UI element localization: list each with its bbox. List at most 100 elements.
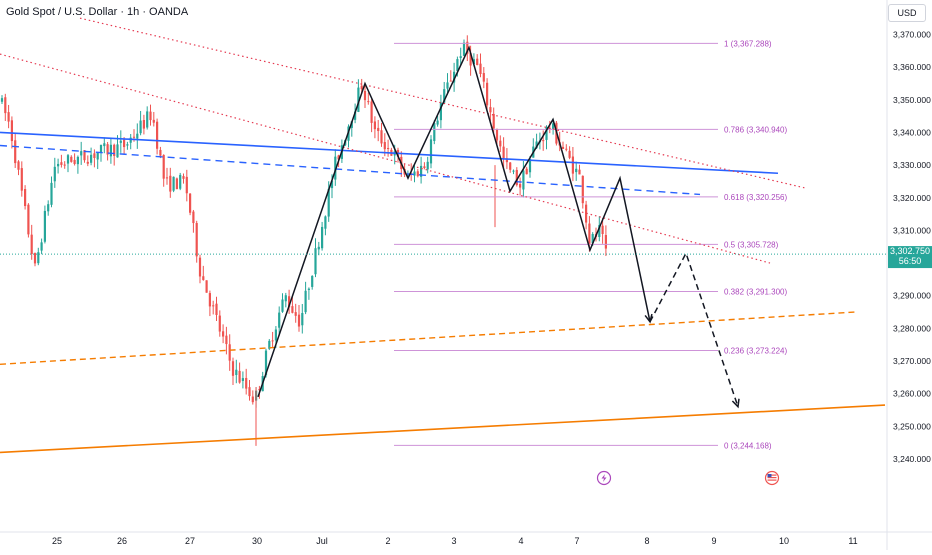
candle-body <box>370 101 373 123</box>
candle-body <box>380 130 383 144</box>
candle-body <box>0 98 4 102</box>
candle-body <box>459 56 462 59</box>
candle-body <box>525 168 528 175</box>
candle-body <box>505 158 508 163</box>
candle-body <box>96 152 99 160</box>
candle-body <box>146 111 149 128</box>
candle-body <box>189 193 192 213</box>
x-tick-label: 25 <box>52 536 62 546</box>
candle-body <box>14 140 17 164</box>
fib-level-label: 0.786 (3,340.940) <box>724 125 787 134</box>
fib-level-label: 0.5 (3,305.728) <box>724 240 779 249</box>
candle-body <box>222 331 225 337</box>
candle-body <box>113 144 116 156</box>
candle-body <box>542 140 545 142</box>
y-tick-label: 3,360.000 <box>893 62 931 72</box>
candle-body <box>241 378 244 381</box>
candle-body <box>99 144 103 153</box>
candle-body <box>17 161 20 170</box>
candle-body <box>169 175 172 192</box>
candle-body <box>304 290 307 313</box>
candle-body <box>93 153 96 158</box>
candle-body <box>132 136 136 138</box>
candle-body <box>575 168 578 173</box>
candle-body <box>258 389 261 391</box>
x-tick-label: 27 <box>185 536 195 546</box>
candle-body <box>387 148 390 150</box>
candle-body <box>10 120 13 142</box>
candle-body <box>80 151 83 156</box>
candle-body <box>245 377 248 389</box>
zigzag-solid-path <box>257 45 651 398</box>
candle-body <box>106 144 109 155</box>
fib-level-label: 0.382 (3,291.300) <box>724 287 787 296</box>
candle-body <box>185 176 188 194</box>
lightning-icon[interactable] <box>596 470 612 486</box>
candle-body <box>307 288 310 290</box>
candle-body <box>337 155 340 160</box>
candle-body <box>159 149 162 156</box>
candle-body <box>301 313 304 326</box>
candle-body <box>76 156 79 165</box>
candle-body <box>601 225 604 234</box>
support-trendline <box>0 404 886 454</box>
candle-body <box>27 204 30 235</box>
candle-body <box>512 170 515 172</box>
candle-body <box>489 107 492 113</box>
zigzag-dashed-projection <box>649 251 739 407</box>
last-price-tag: 3,302.750 56:50 <box>888 246 932 269</box>
trend-lines[interactable] <box>0 17 886 454</box>
candle-body <box>317 246 320 250</box>
candle-body <box>281 299 284 312</box>
candle-body <box>215 303 218 315</box>
midline-dashed-orange <box>0 311 856 365</box>
candle-body <box>598 225 601 237</box>
candle-body <box>416 171 419 177</box>
candle-body <box>20 168 23 191</box>
candle-body <box>109 144 112 157</box>
candle-body <box>86 161 89 164</box>
candle-body <box>324 216 327 229</box>
candle-body <box>330 180 334 189</box>
currency-button[interactable]: USD <box>888 4 926 22</box>
candle-body <box>205 280 208 293</box>
candle-body <box>561 146 565 149</box>
x-tick-label: Jul <box>316 536 328 546</box>
x-tick-label: 26 <box>117 536 127 546</box>
candle-body <box>462 42 466 56</box>
candle-body <box>383 142 386 150</box>
y-tick-label: 3,270.000 <box>893 356 931 366</box>
fib-level-label: 0.236 (3,273.224) <box>724 346 787 355</box>
candle-body <box>334 156 337 180</box>
us-flag-icon[interactable] <box>764 470 780 486</box>
zigzag-projection[interactable] <box>257 45 740 409</box>
candle-body <box>439 102 442 121</box>
candle-body <box>363 91 367 101</box>
fibonacci-retracement[interactable]: 1 (3,367.288) 0.786 (3,340.940) 0.618 (3,3… <box>394 39 787 450</box>
candle-body <box>208 293 211 307</box>
candle-body <box>499 140 502 147</box>
candle-body <box>271 340 274 342</box>
candle-body <box>545 126 548 140</box>
candle-body <box>4 97 7 114</box>
candle-body <box>377 127 380 132</box>
midline-dashed-blue <box>0 144 701 196</box>
time-scale[interactable]: 25 26 27 30 Jul 2 3 4 7 8 9 10 11 <box>52 536 858 546</box>
candle-body <box>24 189 27 207</box>
candle-body <box>581 175 584 204</box>
candle-body <box>314 248 317 275</box>
price-scale[interactable]: 3,370.000 3,360.000 3,350.000 3,340.000 3,33… <box>893 30 931 464</box>
candle-body <box>472 59 475 65</box>
candle-body <box>66 155 70 164</box>
candle-body <box>119 140 122 143</box>
candle-body <box>509 162 512 170</box>
candle-body <box>63 164 66 166</box>
candle-body <box>235 369 238 376</box>
candle-body <box>231 361 235 376</box>
candle-body <box>588 223 591 244</box>
candle-body <box>585 204 588 223</box>
x-tick-label: 8 <box>644 536 649 546</box>
y-tick-label: 3,260.000 <box>893 389 931 399</box>
